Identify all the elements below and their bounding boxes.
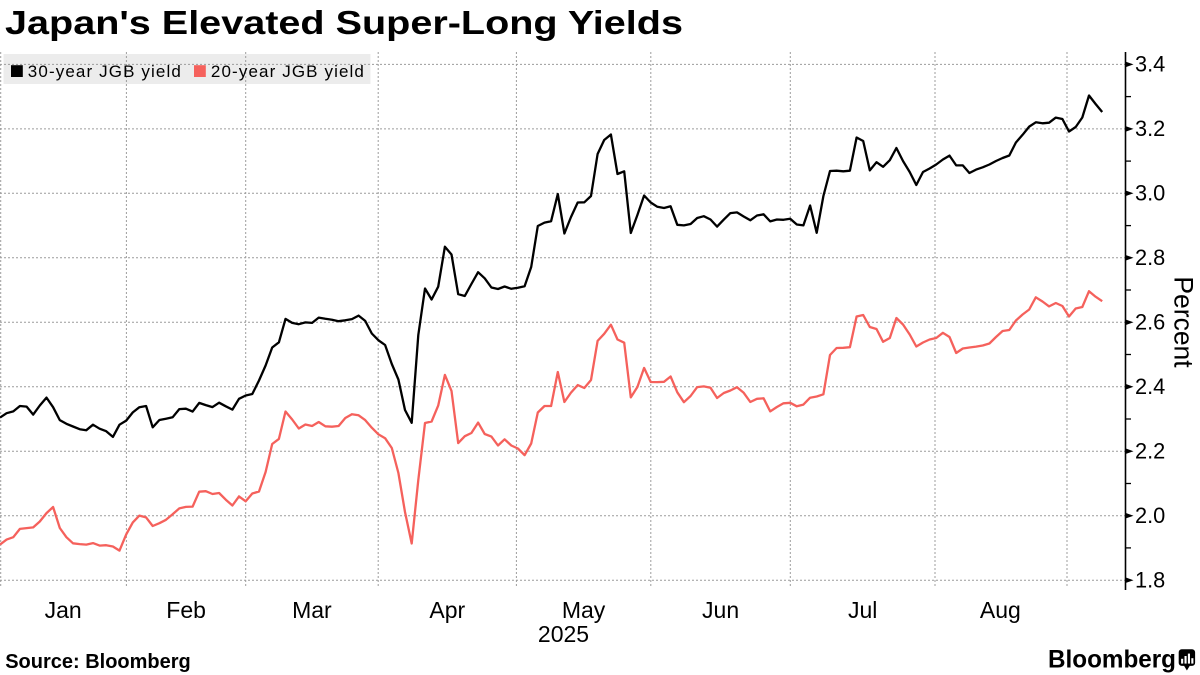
svg-text:Source: Bloomberg: Source: Bloomberg bbox=[5, 651, 191, 673]
svg-text:Bloomberg: Bloomberg bbox=[1048, 646, 1176, 674]
svg-text:2.0: 2.0 bbox=[1135, 503, 1165, 528]
svg-text:3.0: 3.0 bbox=[1135, 181, 1165, 206]
svg-text:1.8: 1.8 bbox=[1135, 567, 1165, 592]
svg-text:Feb: Feb bbox=[166, 597, 206, 623]
svg-text:2025: 2025 bbox=[538, 621, 589, 647]
svg-text:Jun: Jun bbox=[702, 597, 739, 623]
svg-text:Japan's Elevated Super-Long Yi: Japan's Elevated Super-Long Yields bbox=[5, 4, 683, 41]
svg-text:2.6: 2.6 bbox=[1135, 310, 1165, 335]
svg-text:30-year JGB yield: 30-year JGB yield bbox=[28, 62, 181, 81]
svg-text:May: May bbox=[562, 597, 606, 623]
svg-text:Aug: Aug bbox=[980, 597, 1021, 623]
svg-text:2.2: 2.2 bbox=[1135, 438, 1165, 463]
svg-text:Percent: Percent bbox=[1169, 276, 1199, 368]
svg-text:Jul: Jul bbox=[848, 597, 877, 623]
svg-text:3.4: 3.4 bbox=[1135, 52, 1165, 77]
svg-text:2.4: 2.4 bbox=[1135, 374, 1165, 399]
svg-text:Mar: Mar bbox=[292, 597, 332, 623]
svg-text:20-year JGB yield: 20-year JGB yield bbox=[211, 62, 364, 81]
svg-text:Jan: Jan bbox=[45, 597, 82, 623]
svg-text:Apr: Apr bbox=[429, 597, 465, 623]
svg-text:2.8: 2.8 bbox=[1135, 245, 1165, 270]
svg-text:3.2: 3.2 bbox=[1135, 116, 1165, 141]
